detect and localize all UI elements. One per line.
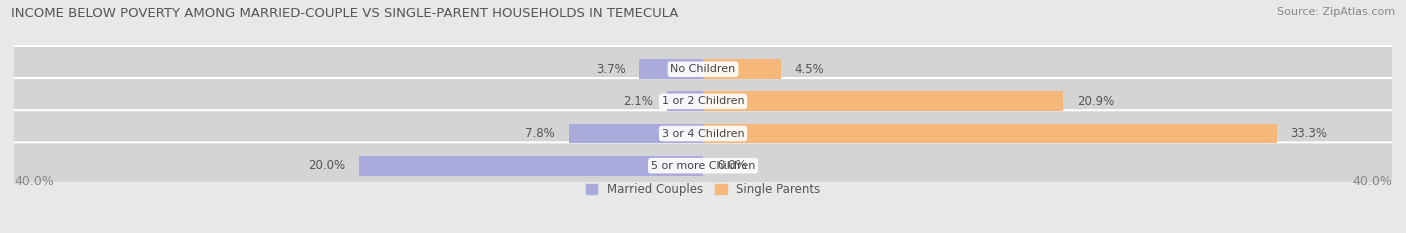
FancyBboxPatch shape <box>8 110 1398 157</box>
Text: 33.3%: 33.3% <box>1291 127 1327 140</box>
Text: 3.7%: 3.7% <box>596 63 626 76</box>
Text: 20.0%: 20.0% <box>308 159 344 172</box>
Text: 1 or 2 Children: 1 or 2 Children <box>662 96 744 106</box>
Text: 40.0%: 40.0% <box>1353 175 1392 188</box>
Bar <box>703 91 1063 111</box>
FancyBboxPatch shape <box>8 142 1398 189</box>
Bar <box>703 123 1277 144</box>
Text: Source: ZipAtlas.com: Source: ZipAtlas.com <box>1277 7 1395 17</box>
Text: No Children: No Children <box>671 64 735 74</box>
Bar <box>640 59 703 79</box>
Bar <box>666 91 703 111</box>
Text: 20.9%: 20.9% <box>1077 95 1114 108</box>
Bar <box>703 59 780 79</box>
Text: INCOME BELOW POVERTY AMONG MARRIED-COUPLE VS SINGLE-PARENT HOUSEHOLDS IN TEMECUL: INCOME BELOW POVERTY AMONG MARRIED-COUPL… <box>11 7 679 20</box>
Legend: Married Couples, Single Parents: Married Couples, Single Parents <box>581 178 825 201</box>
Bar <box>359 156 703 176</box>
FancyBboxPatch shape <box>8 78 1398 125</box>
Text: 2.1%: 2.1% <box>623 95 652 108</box>
Bar <box>568 123 703 144</box>
FancyBboxPatch shape <box>8 46 1398 93</box>
Text: 5 or more Children: 5 or more Children <box>651 161 755 171</box>
Text: 0.0%: 0.0% <box>717 159 747 172</box>
Text: 40.0%: 40.0% <box>14 175 53 188</box>
Text: 7.8%: 7.8% <box>524 127 555 140</box>
Text: 3 or 4 Children: 3 or 4 Children <box>662 129 744 139</box>
Text: 4.5%: 4.5% <box>794 63 824 76</box>
